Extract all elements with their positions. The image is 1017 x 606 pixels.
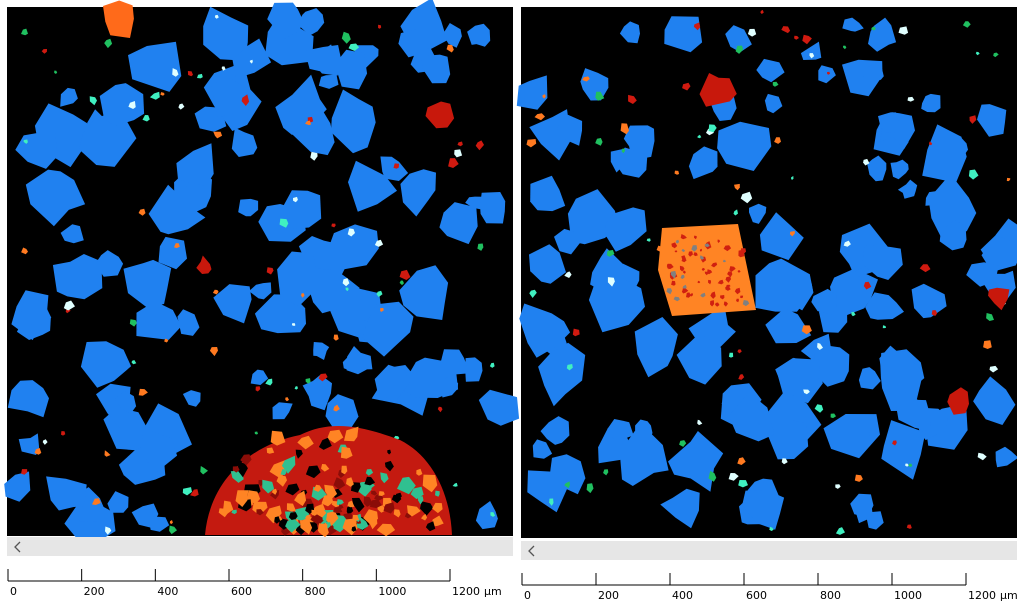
scale-label: 400: [157, 585, 178, 598]
page: 0 200 400 600 800 1000 1200 µm 0 200 400 600 800 1000…: [0, 0, 1017, 606]
scale-label: 200: [84, 585, 105, 598]
scale-unit: µm: [1000, 589, 1017, 602]
scale-label: 600: [231, 585, 252, 598]
scale-unit: µm: [484, 585, 502, 598]
scrollbar-left[interactable]: [7, 537, 513, 556]
scale-label: 800: [820, 589, 841, 602]
scale-label: 200: [598, 589, 619, 602]
scale-label: 1200: [968, 589, 996, 602]
screen: 0 200 400 600 800 1000 1200 µm 0 200 400 600 800 1000…: [0, 0, 1017, 606]
speck: [983, 340, 992, 349]
grain: [480, 192, 505, 224]
scale-label: 400: [672, 589, 693, 602]
scale-label: 600: [746, 589, 767, 602]
scale-label: 800: [305, 585, 326, 598]
scale-label: 1000: [378, 585, 406, 598]
scale-label: 1000: [894, 589, 922, 602]
scale-label: 1200: [452, 585, 480, 598]
scrollbar-right[interactable]: [521, 541, 1017, 560]
scale-label: 0: [10, 585, 17, 598]
scale-label: 0: [524, 589, 531, 602]
speck: [729, 353, 733, 358]
